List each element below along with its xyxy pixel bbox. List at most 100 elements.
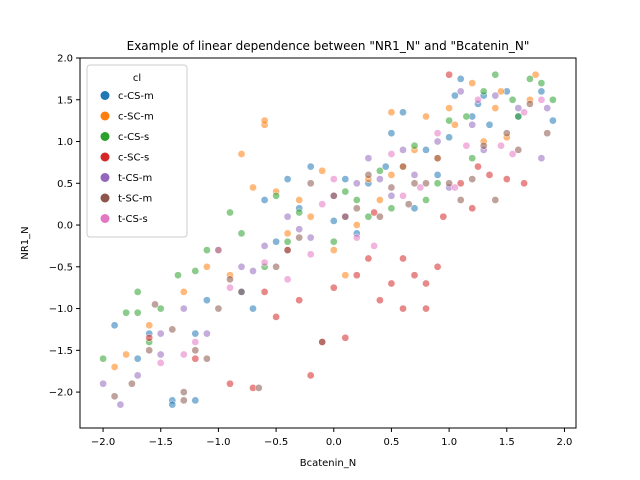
- data-point-c-SC-m-2: [145, 321, 154, 330]
- data-point-c-SC-s-24: [520, 179, 528, 188]
- data-point-c-SC-m-11: [295, 196, 304, 204]
- data-point-c-CS-m-14: [387, 129, 396, 138]
- legend-marker-t-CS-s: [100, 214, 110, 223]
- legend-marker-c-SC-m: [100, 111, 110, 121]
- data-point-c-SC-m-16: [387, 171, 396, 179]
- data-point-c-SC-s-9: [352, 271, 361, 280]
- data-point-t-CS-m-23: [156, 350, 165, 359]
- data-point-c-CS-s-1: [122, 308, 130, 317]
- data-point-c-CS-m-34: [410, 204, 419, 213]
- data-point-c-SC-m-34: [341, 271, 350, 280]
- data-point-c-CS-m-17: [445, 133, 453, 142]
- data-point-t-CS-m-19: [491, 91, 500, 100]
- data-point-t-CS-m-22: [543, 104, 552, 112]
- legend-label-c-CS-m: c-CS-m: [118, 91, 154, 102]
- data-point-t-CS-m-18: [468, 120, 477, 129]
- data-point-c-SC-m-28: [306, 212, 315, 221]
- data-point-t-SC-m-15: [341, 212, 350, 221]
- data-point-t-CS-m-9: [283, 212, 292, 221]
- data-point-c-SC-m-13: [329, 246, 338, 254]
- data-point-c-SC-m-3: [179, 288, 188, 296]
- data-point-t-CS-s-3: [260, 258, 269, 267]
- data-point-t-CS-m-14: [387, 191, 396, 200]
- data-point-c-CS-m-8: [260, 196, 269, 204]
- data-point-t-CS-s-1: [191, 338, 200, 346]
- x-tick-label-2: −1.0: [206, 437, 230, 448]
- data-point-c-SC-s-4: [272, 313, 280, 321]
- data-point-c-CS-m-28: [329, 217, 338, 225]
- legend-label-t-CS-m: t-CS-m: [118, 173, 152, 184]
- data-point-c-SC-m-30: [422, 112, 430, 121]
- data-point-c-SC-s-23: [502, 175, 511, 183]
- x-tick-label-3: −0.5: [264, 437, 288, 448]
- data-point-t-SC-m-4: [179, 388, 188, 396]
- y-tick-label-2: −1.0: [49, 304, 73, 315]
- data-point-c-SC-s-10: [364, 254, 373, 263]
- data-point-c-CS-s-33: [341, 187, 350, 196]
- data-point-c-CS-s-22: [508, 95, 517, 104]
- data-point-t-SC-m-7: [214, 304, 223, 313]
- data-point-t-CS-s-17: [179, 350, 188, 359]
- data-point-c-SC-m-14: [352, 221, 361, 229]
- y-tick-label-1: −1.5: [49, 346, 73, 357]
- data-point-t-SC-m-9: [254, 384, 263, 392]
- y-tick-label-7: 1.5: [57, 95, 73, 106]
- data-point-c-CS-s-27: [283, 237, 292, 246]
- legend-marker-c-CS-s: [100, 132, 110, 141]
- data-point-c-CS-s-16: [410, 141, 419, 150]
- plot-frame: [79, 57, 577, 429]
- data-point-c-CS-s-5: [174, 271, 182, 280]
- data-point-c-SC-m-21: [451, 120, 459, 129]
- data-point-t-CS-s-16: [537, 95, 546, 104]
- data-point-c-CS-s-2: [133, 288, 142, 296]
- data-point-c-CS-s-12: [329, 237, 338, 246]
- data-point-t-SC-m-2: [145, 346, 154, 355]
- data-point-c-CS-s-6: [203, 246, 211, 254]
- data-point-t-CS-s-0: [156, 359, 165, 367]
- data-point-c-SC-s-8: [341, 333, 350, 342]
- x-axis: −2.0 −1.5 −1.0 −0.5 0.0 0.5 1.0 1.5 2.0: [91, 428, 572, 448]
- data-point-t-CS-s-12: [451, 183, 459, 192]
- data-point-c-CS-s-21: [491, 70, 500, 79]
- data-point-c-CS-m-9: [283, 175, 292, 183]
- data-point-t-SC-m-11: [283, 246, 292, 254]
- y-axis: −2.0 −1.5 −1.0 −0.5 0.0 0.5 1.0 1.5 2.0: [49, 54, 80, 399]
- data-point-c-SC-s-30: [474, 162, 482, 171]
- x-tick-label-0: −2.0: [91, 437, 115, 448]
- data-point-t-SC-m-20: [422, 179, 430, 188]
- data-point-t-CS-m-12: [352, 179, 361, 188]
- data-point-t-SC-m-30: [226, 275, 234, 284]
- data-point-t-CS-s-5: [306, 250, 315, 259]
- data-point-t-SC-m-13: [318, 338, 327, 346]
- data-point-t-SC-m-25: [502, 129, 511, 138]
- data-point-t-CS-s-13: [474, 95, 482, 104]
- data-point-t-CS-s-7: [352, 233, 361, 242]
- data-point-c-CS-m-4: [191, 396, 200, 405]
- data-point-c-CS-s-29: [422, 196, 430, 204]
- data-point-c-SC-m-23: [491, 104, 500, 112]
- data-point-c-CS-m-3: [168, 400, 177, 409]
- y-tick-label-4: 0.0: [57, 221, 73, 232]
- data-point-t-SC-m-37: [404, 200, 413, 209]
- legend-marker-t-CS-m: [100, 173, 110, 182]
- data-point-t-CS-s-18: [318, 200, 327, 209]
- data-point-t-CS-m-10: [306, 233, 315, 242]
- data-point-c-SC-m-6: [237, 150, 246, 158]
- data-point-c-CS-s-8: [237, 229, 246, 238]
- data-point-t-CS-s-20: [462, 141, 471, 150]
- data-point-c-SC-s-17: [422, 304, 430, 313]
- data-point-c-CS-s-32: [191, 267, 200, 275]
- y-tick-label-3: −0.5: [49, 262, 73, 273]
- data-point-t-CS-m-5: [203, 329, 211, 338]
- x-tick-label-5: 0.5: [383, 437, 399, 448]
- data-point-c-SC-s-11: [376, 296, 384, 305]
- y-tick-label-8: 2.0: [57, 54, 73, 65]
- data-point-c-SC-m-32: [497, 87, 505, 96]
- data-point-t-SC-m-6: [203, 354, 211, 363]
- data-point-t-CS-m-8: [260, 242, 269, 250]
- data-point-t-CS-m-24: [249, 267, 257, 275]
- data-point-c-SC-s-26: [260, 288, 269, 296]
- data-point-t-SC-m-0: [110, 392, 119, 401]
- data-point-t-SC-m-33: [387, 183, 396, 192]
